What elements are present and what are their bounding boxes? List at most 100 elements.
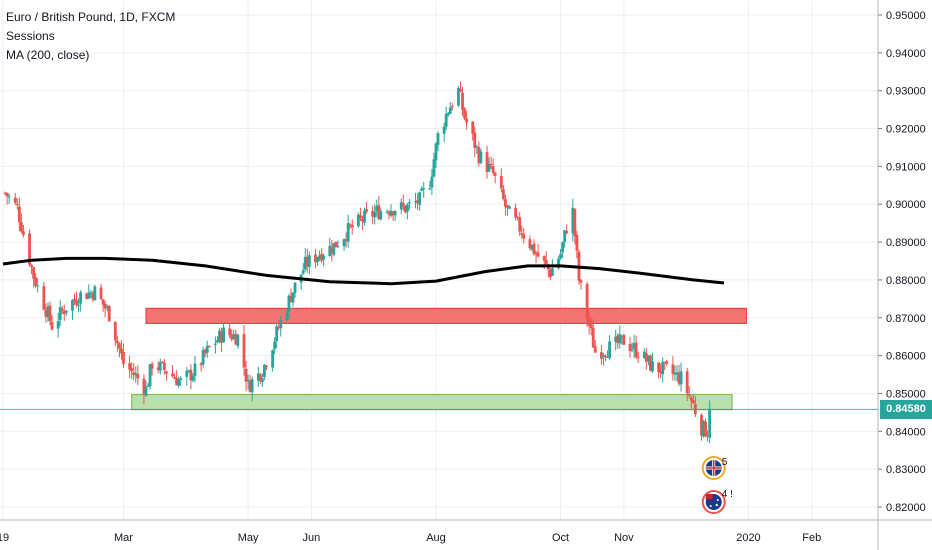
candle-body [189,369,193,381]
candle-body [604,355,607,357]
candle-body [115,340,119,344]
candle-body [22,231,25,235]
candle-body [34,277,38,287]
candle-body [602,354,605,358]
candle-body [530,244,534,250]
candle-body [685,371,689,394]
candle-body [434,143,438,161]
candle-body [614,336,618,342]
candle-body [432,159,436,177]
candle-body [273,341,277,350]
candle-body [563,230,567,242]
candle-body [244,368,248,382]
candle-body [414,201,417,203]
support-zone[interactable] [131,394,733,411]
candle-body [600,352,603,359]
candle-body [305,257,309,267]
candle-body [7,196,11,198]
candle-body [408,202,411,204]
y-tick-label: 0.94000 [886,48,926,60]
candle-body [403,205,407,213]
candle-body [459,89,462,92]
indicator-ma[interactable]: MA (200, close) [6,48,90,62]
y-tick-label: 0.92000 [886,124,926,136]
candle-body [436,133,440,146]
candle-body [365,209,368,212]
candle-body [91,292,95,300]
symbol-title[interactable]: Euro / British Pound, 1D, FXCM [6,10,176,24]
y-tick-label: 0.95000 [886,10,926,22]
candle-body [508,206,511,209]
candle-body [622,334,626,345]
candle-body [15,203,19,206]
session-badge-bottom-count: 4 ! [721,489,733,500]
candle-body [142,378,146,395]
candle-body [416,200,419,204]
candle-body [156,367,160,370]
indicator-sessions[interactable]: Sessions [6,29,55,43]
au-flag-icon[interactable] [701,490,726,514]
candle-body [144,386,148,396]
candle-body [542,255,546,261]
candle-body [171,373,174,377]
candle-body [236,334,240,346]
x-tick-label: Aug [426,532,446,544]
x-tick-label: Feb [802,532,821,544]
candle-body [258,374,262,382]
resistance-zone[interactable] [145,307,747,324]
candle-body [663,361,667,363]
candle-body [205,345,209,353]
candle-body [175,378,178,386]
candle-body [214,343,217,345]
candle-body [307,255,311,267]
candle-body [50,321,54,330]
ma-200-line [2,256,725,286]
y-tick-label: 0.88000 [886,275,926,287]
candle-body [606,356,609,358]
candle-body [628,343,632,351]
candle-body [675,372,679,375]
candle-body [649,355,652,371]
x-tick-label: May [238,532,259,544]
candle-body [536,252,540,257]
candle-body [642,351,646,358]
candle-body [44,309,48,317]
session-badges[interactable] [701,456,726,514]
candle-body [485,152,489,172]
candle-body [671,364,675,374]
candle-body [107,305,111,322]
candle-body [561,242,565,253]
y-tick-label: 0.86000 [886,351,926,363]
candle-body [73,298,76,301]
candle-body [661,361,665,375]
candle-body [58,307,62,321]
candle-body [405,204,409,212]
candle-body [493,172,497,176]
candle-body [303,256,307,270]
candle-body [450,106,454,108]
candle-body [708,409,712,438]
candle-body [687,394,691,396]
candle-body [222,327,225,343]
candle-body [430,176,434,188]
candle-body [346,223,350,242]
candle-body [528,239,532,249]
uk-flag-icon[interactable] [701,456,726,480]
candle-body [13,197,17,203]
candle-body [632,343,636,349]
candle-body [350,224,354,228]
candle-body [387,212,391,215]
candle-body [164,371,168,374]
candle-body [620,335,624,337]
candle-body [608,341,611,359]
candle-body [644,353,648,362]
candle-body [646,355,650,361]
candle-body [87,292,91,299]
x-tick-label: Oct [552,532,569,544]
candle-body [256,373,260,381]
candle-body [442,126,446,134]
candle-body [691,400,695,404]
candle-body [514,207,518,218]
candle-body [148,364,152,386]
